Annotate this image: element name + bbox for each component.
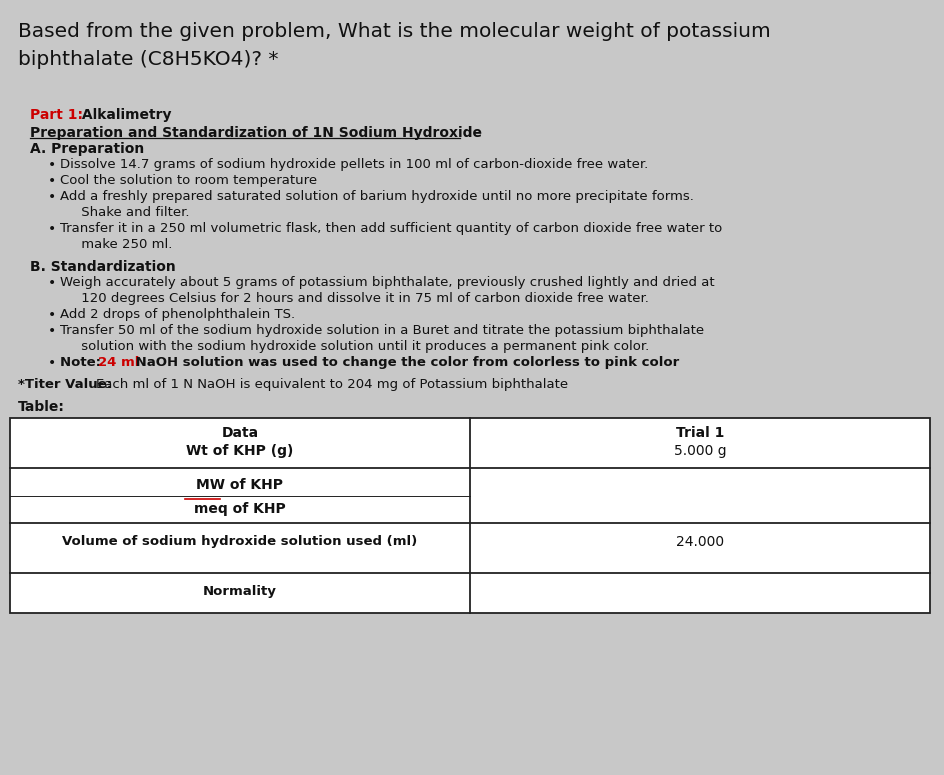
Text: Wt of KHP (g): Wt of KHP (g) [186,444,294,458]
Text: 24 ml: 24 ml [98,356,139,369]
Text: Add 2 drops of phenolphthalein TS.: Add 2 drops of phenolphthalein TS. [59,308,295,321]
Text: Volume of sodium hydroxide solution used (ml): Volume of sodium hydroxide solution used… [62,535,417,548]
Text: Preparation and Standardization of 1N Sodium Hydroxide: Preparation and Standardization of 1N So… [30,126,481,140]
Text: Dissolve 14.7 grams of sodium hydroxide pellets in 100 ml of carbon-dioxide free: Dissolve 14.7 grams of sodium hydroxide … [59,158,648,171]
Text: Trial 1: Trial 1 [675,426,723,440]
Text: B. Standardization: B. Standardization [30,260,176,274]
Text: 24.000: 24.000 [675,535,723,549]
Text: Table:: Table: [18,400,65,414]
Text: MW of KHP: MW of KHP [196,478,283,492]
Text: •: • [48,276,57,290]
Bar [10,418,929,613]
Text: •: • [48,222,57,236]
Text: •: • [48,158,57,172]
Text: meq of KHP: meq of KHP [194,502,286,516]
Text: solution with the sodium hydroxide solution until it produces a permanent pink c: solution with the sodium hydroxide solut… [59,340,649,353]
Text: biphthalate (C8H5KO4)? *: biphthalate (C8H5KO4)? * [18,50,278,69]
Text: Cool the solution to room temperature: Cool the solution to room temperature [59,174,317,187]
Text: make 250 ml.: make 250 ml. [59,238,172,251]
Text: Transfer 50 ml of the sodium hydroxide solution in a Buret and titrate the potas: Transfer 50 ml of the sodium hydroxide s… [59,324,703,337]
Text: •: • [48,174,57,188]
Text: •: • [48,308,57,322]
Text: •: • [48,356,57,370]
Text: A. Preparation: A. Preparation [30,142,144,156]
Text: •: • [48,190,57,204]
Text: Weigh accurately about 5 grams of potassium biphthalate, previously crushed ligh: Weigh accurately about 5 grams of potass… [59,276,714,289]
Text: •: • [48,324,57,338]
Text: Part 1:: Part 1: [30,108,83,122]
Text: Based from the given problem, What is the molecular weight of potassium: Based from the given problem, What is th… [18,22,770,41]
Text: Normality: Normality [203,585,277,598]
Text: Add a freshly prepared saturated solution of barium hydroxide until no more prec: Add a freshly prepared saturated solutio… [59,190,693,203]
Text: 5.000 g: 5.000 g [673,444,726,458]
Text: Data: Data [221,426,259,440]
Text: 120 degrees Celsius for 2 hours and dissolve it in 75 ml of carbon dioxide free : 120 degrees Celsius for 2 hours and diss… [59,292,649,305]
Text: Transfer it in a 250 ml volumetric flask, then add sufficient quantity of carbon: Transfer it in a 250 ml volumetric flask… [59,222,721,235]
Text: *Titer Value:: *Titer Value: [18,378,117,391]
Text: Shake and filter.: Shake and filter. [59,206,190,219]
Text: NaOH solution was used to change the color from colorless to pink color: NaOH solution was used to change the col… [131,356,679,369]
Text: Note:: Note: [59,356,106,369]
Text: Each ml of 1 N NaOH is equivalent to 204 mg of Potassium biphthalate: Each ml of 1 N NaOH is equivalent to 204… [96,378,567,391]
Text: Alkalimetry: Alkalimetry [76,108,171,122]
